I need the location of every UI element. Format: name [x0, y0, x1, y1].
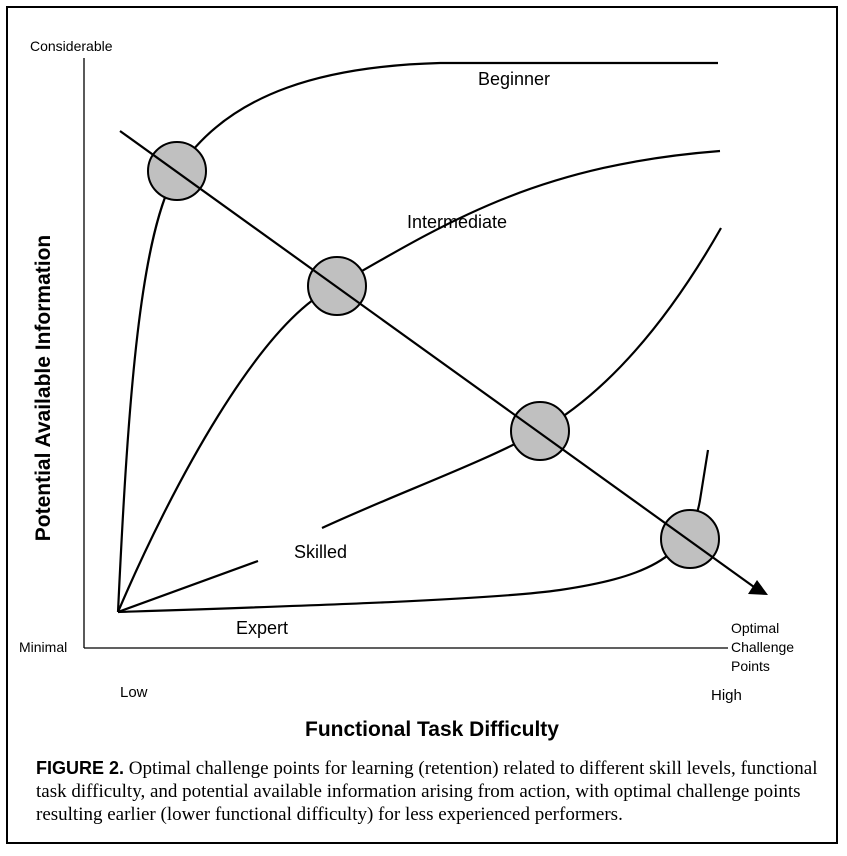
y-axis-title: Potential Available Information	[32, 235, 55, 542]
x-axis-title: Functional Task Difficulty	[305, 718, 559, 741]
figure-caption-text: Optimal challenge points for learning (r…	[36, 758, 818, 825]
challenge-point-expert	[660, 509, 720, 569]
optimal-challenge-label-line3: Points	[731, 658, 770, 674]
skilled-label: Skilled	[294, 542, 347, 562]
skilled-curve-high	[321, 227, 722, 529]
figure-frame	[6, 6, 838, 844]
expert-label: Expert	[236, 618, 288, 638]
optimal-challenge-label-line2: Challenge	[731, 639, 794, 655]
arrowhead-icon	[748, 580, 768, 595]
skilled-curve-low	[117, 559, 259, 614]
challenge-point-skilled	[510, 401, 570, 461]
x-axis-low-label: Low	[120, 684, 148, 701]
figure-label: FIGURE 2.	[36, 758, 125, 778]
x-axis-high-label: High	[711, 687, 742, 704]
beginner-label: Beginner	[478, 69, 550, 89]
y-axis-bottom-label: Minimal	[19, 639, 67, 655]
beginner-curve	[116, 61, 718, 613]
optimal-challenge-arrow-line	[119, 130, 755, 588]
intermediate-label: Intermediate	[407, 212, 507, 232]
optimal-challenge-label-line1: Optimal	[731, 620, 779, 636]
figure-caption: FIGURE 2. Optimal challenge points for l…	[36, 757, 826, 826]
expert-curve	[117, 449, 710, 614]
y-axis-top-label: Considerable	[30, 38, 113, 54]
